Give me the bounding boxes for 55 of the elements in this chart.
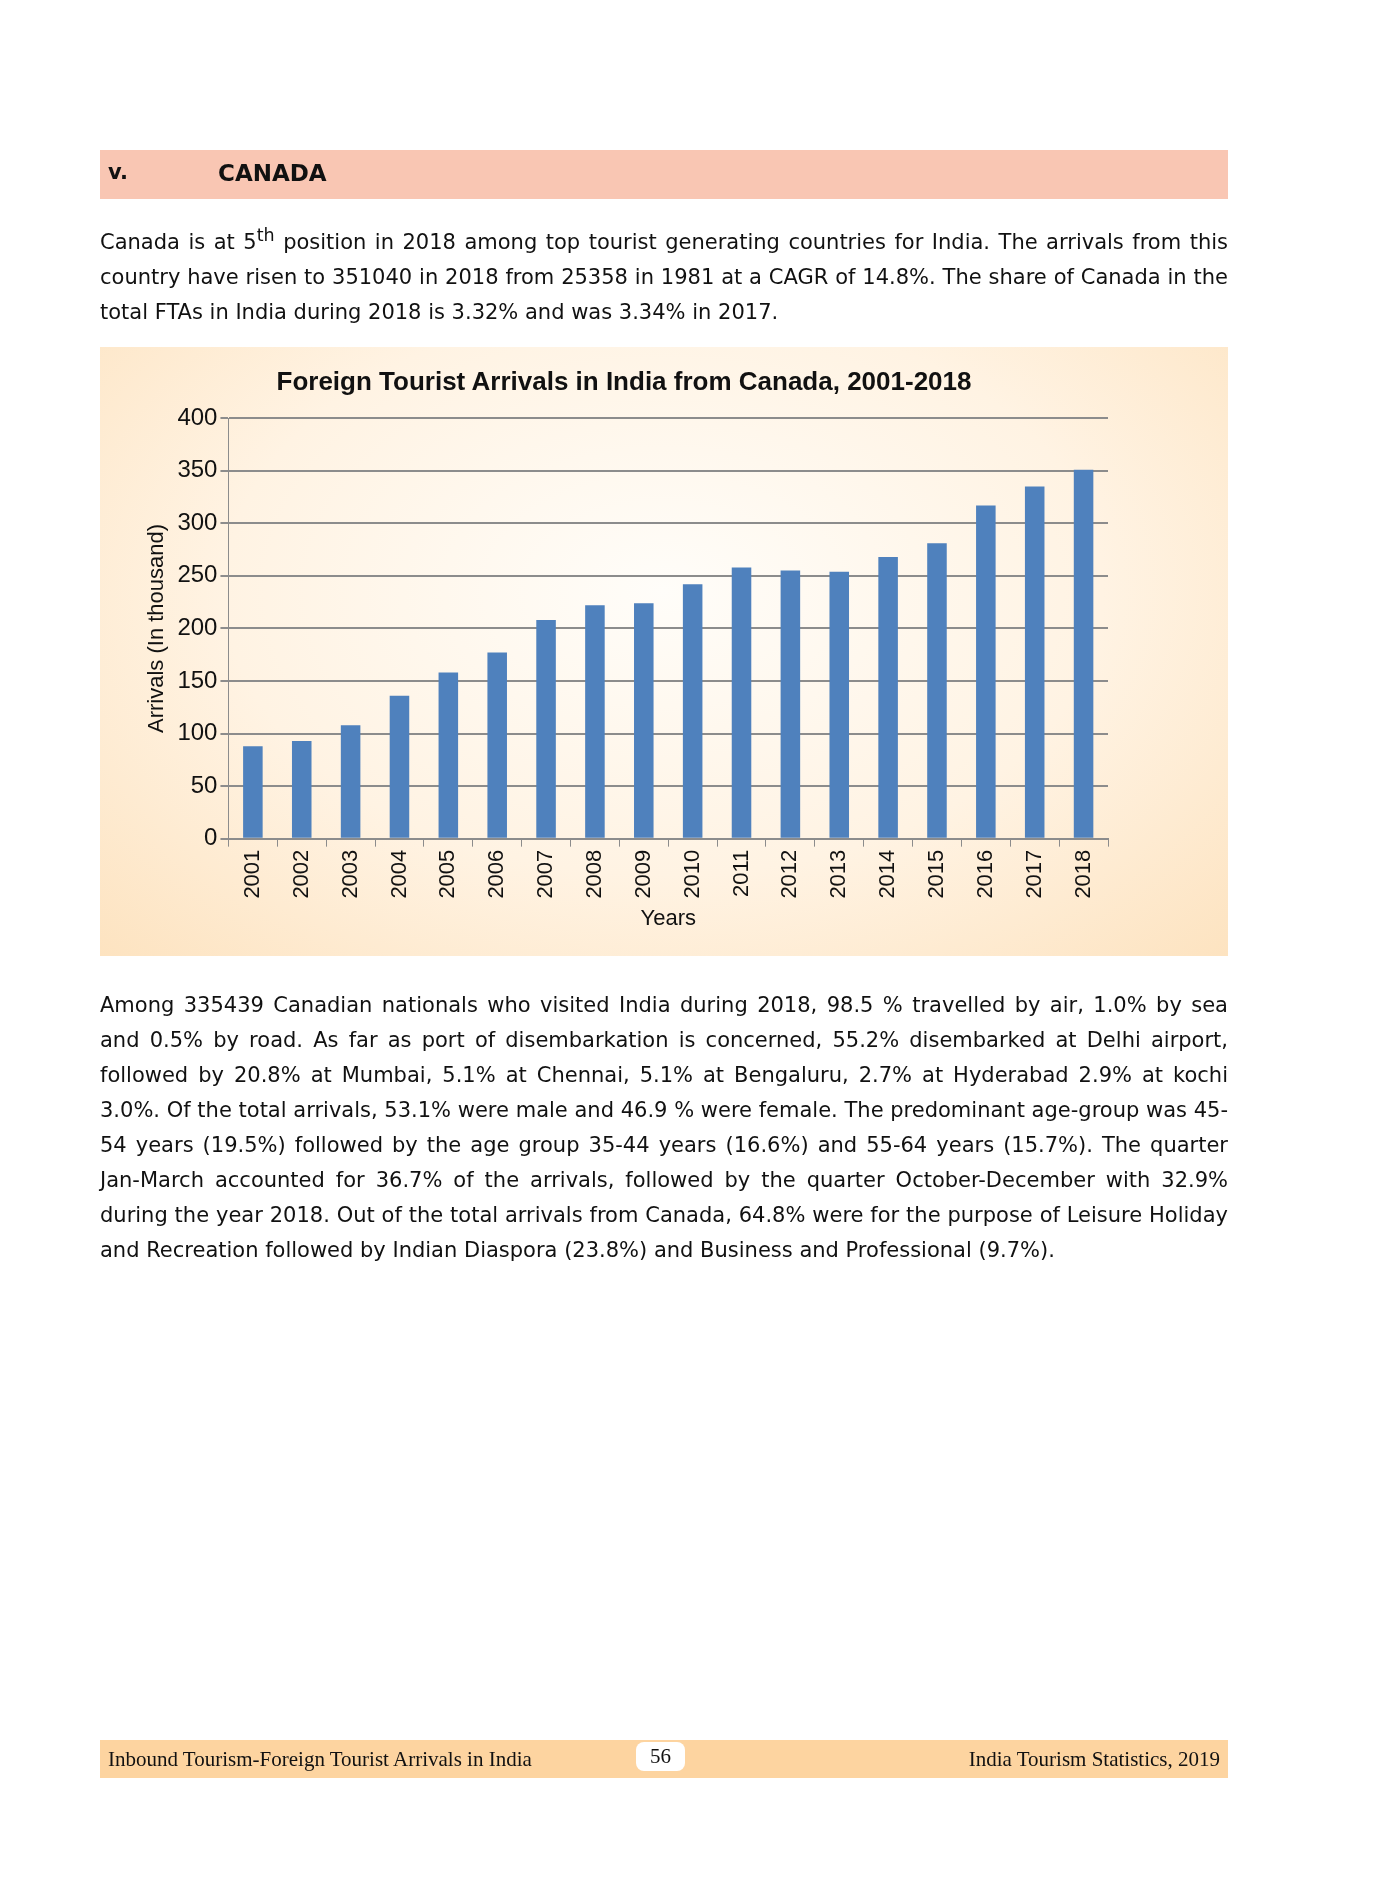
text: v.: [108, 160, 128, 184]
bar: [291, 740, 312, 838]
x-tick-label: 2010: [678, 849, 704, 899]
bar: [829, 571, 850, 838]
y-tick-label: 400: [177, 402, 218, 430]
x-tick-label: 2006: [483, 849, 509, 899]
y-tick-label: 100: [177, 718, 218, 746]
bar: [340, 725, 361, 838]
y-tick-label: 0: [204, 823, 218, 851]
x-axis-title: Years: [640, 904, 696, 930]
x-tick-label: 2014: [874, 849, 900, 899]
y-tick-label: 200: [177, 613, 218, 641]
x-tick-label: 2008: [580, 849, 606, 899]
x-tick-label: 2007: [532, 849, 558, 899]
x-tick-label: 2002: [287, 849, 313, 899]
text: Among 335439 Canadian nationals who visited India during 2018, 98.5 % travelled by air, 1.0% by sea and 0.5% by road. As far as port of disembarkation is concerned, 55.2% disembarked at Delhi airport, followed by 20.8% at Mumbai, 5.1% at Chennai, 5.1% at Bengaluru, 2.7% at Hyderabad 2.9% at kochi 3.0%. Of the total arrivals, 53.1% were male and 46.9 % were female. The predominant age-group was 45-54 years (19.5%) followed by the age group 35-44 years (16.6%) and 55-64 years (15.7%). The quarter Jan-March accounted for 36.7% of the arrivals, followed by the quarter October-December with 32.9% during the year 2018. Out of the total arrivals from Canada, 64.8% were for the purpose of Leisure Holiday and Recreation followed by Indian Diaspora (23.8%) and Business and Professional (9.7%).: [100, 992, 1228, 1264]
bar: [927, 543, 947, 838]
y-tick-label: 350: [177, 455, 218, 483]
bar: [243, 746, 263, 838]
x-tick-label: 2012: [776, 849, 802, 899]
x-tick-label: 2017: [1020, 849, 1046, 899]
bar: [682, 584, 703, 838]
bar: [634, 603, 654, 838]
text: India Tourism Statistics, 2019: [968, 1747, 1220, 1772]
y-axis-title: Arrivals (In thousand): [143, 523, 169, 733]
bar: [585, 605, 605, 838]
x-tick-label: 2003: [336, 849, 362, 899]
x-tick-label: 2005: [434, 849, 460, 899]
bar: [976, 505, 996, 838]
text: 56: [636, 1742, 685, 1771]
x-tick-label: 2004: [385, 849, 411, 899]
bar: [389, 695, 410, 838]
bar: [878, 556, 898, 838]
x-tick-label: 2015: [923, 849, 949, 899]
x-tick-label: 2013: [825, 849, 851, 899]
x-tick-label: 2018: [1069, 849, 1095, 899]
bar: [731, 567, 752, 838]
bar: [487, 652, 507, 838]
chart-title: Foreign Tourist Arrivals in India from Canada, 2001-2018: [276, 365, 972, 396]
bar: [1024, 486, 1045, 838]
x-tick-label: 2016: [971, 849, 997, 899]
y-tick-label: 250: [177, 560, 218, 588]
bar: [438, 672, 459, 838]
x-tick-label: 2001: [238, 849, 264, 899]
x-tick-label: 2011: [727, 849, 753, 897]
bar: [536, 620, 556, 838]
text: CANADA: [218, 160, 327, 186]
y-tick-label: 300: [177, 507, 218, 535]
y-tick-label: 50: [190, 770, 218, 798]
text: Canada is at 5$^{th}$ position in 2018 among top tourist generating countries for India. The arrivals from this country have risen to 351040 in 2018 from 25358 in 1981 at a CAGR of 14.8%. The share of Canada in the total FTAs in India during 2018 is 3.32% and was 3.34% in 2017.: [100, 224, 1228, 326]
text: Inbound Tourism-Foreign Tourist Arrivals in India: [108, 1747, 532, 1772]
bar: [780, 570, 801, 838]
y-tick-label: 150: [177, 665, 218, 693]
bar: [1073, 469, 1094, 838]
x-tick-label: 2009: [629, 849, 655, 899]
